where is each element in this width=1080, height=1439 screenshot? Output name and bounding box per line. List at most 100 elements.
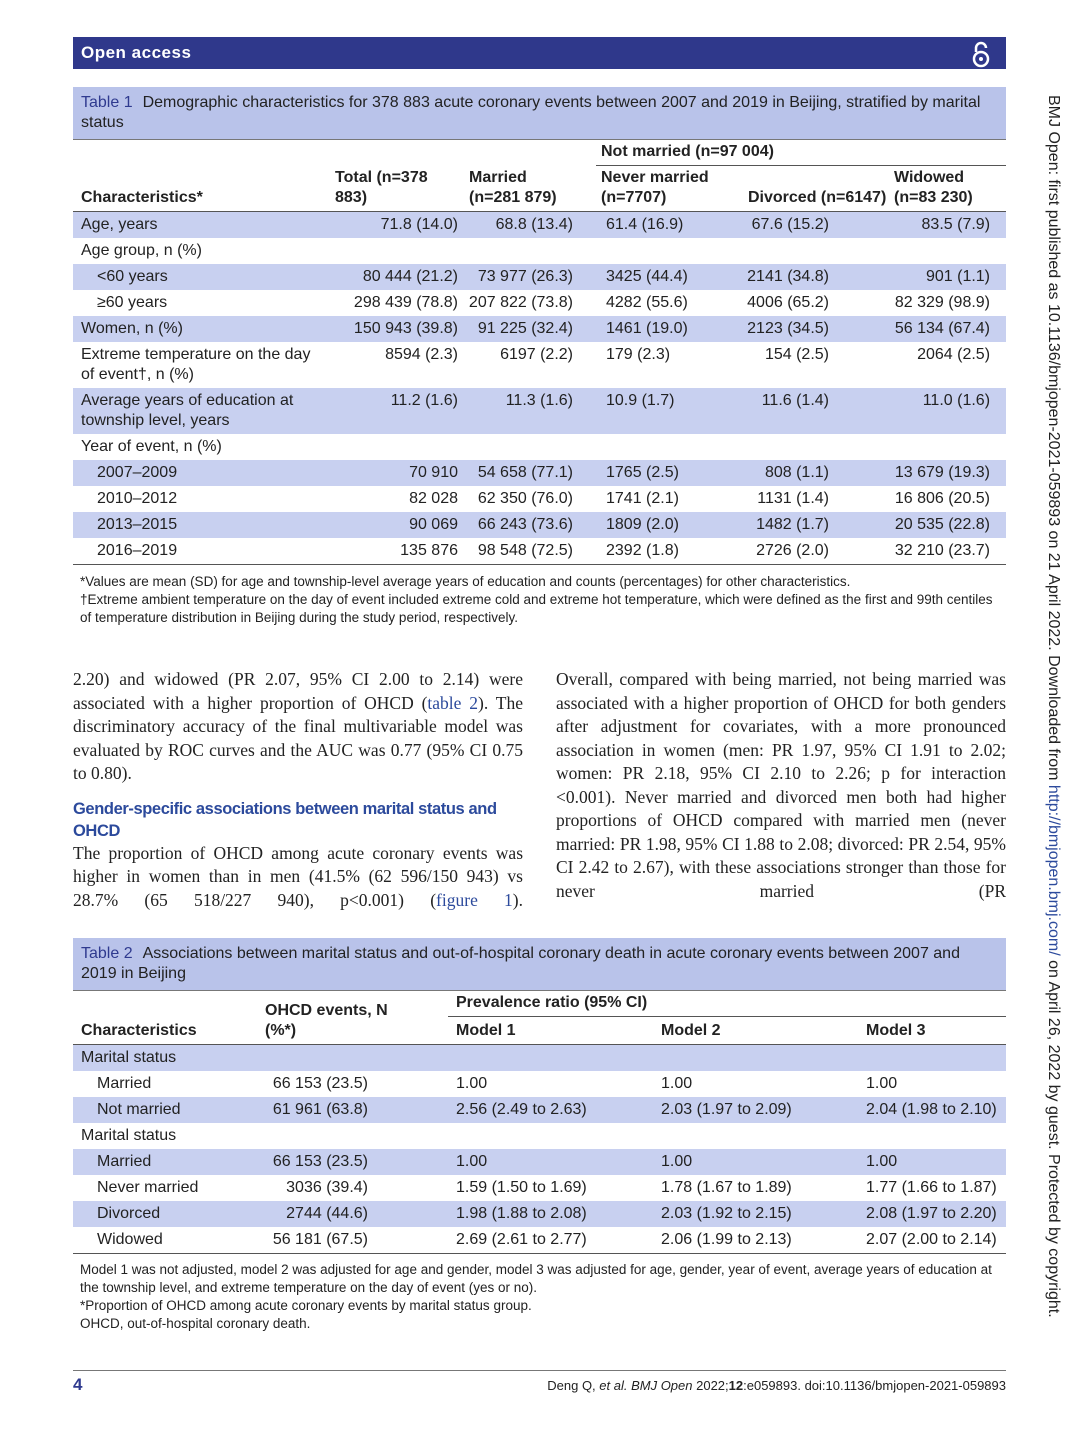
table-cell: 1461 (19.0) bbox=[596, 316, 743, 342]
table-cell: 2.03 (1.97 to 2.09) bbox=[653, 1097, 858, 1123]
table-cell: 298 439 (78.8) bbox=[353, 294, 458, 311]
footnotes: Model 1 was not adjusted, model 2 was ad… bbox=[80, 1261, 1000, 1333]
footnote: *Proportion of OHCD among acute coronary… bbox=[80, 1298, 532, 1313]
column-header: Characteristics* bbox=[73, 165, 328, 212]
table-cell: 2.56 (2.49 to 2.63) bbox=[448, 1097, 653, 1123]
open-access-icon bbox=[972, 41, 990, 68]
table-cell: 1.59 (1.50 to 1.69) bbox=[456, 1179, 587, 1196]
column-header: OHCD events, N (%*) bbox=[265, 990, 448, 1045]
table-row: 2013–2015 90 069 66 243 (73.6) 1809 (2.0) 14… bbox=[73, 512, 1007, 538]
table-cell: 1.00 bbox=[456, 1075, 488, 1092]
text-column: 2.20) and widowed (PR 2.07, 95% CI 2.00 … bbox=[73, 668, 523, 912]
table-cell: 8594 (2.3) bbox=[385, 346, 458, 363]
table-cell: 11.6 (1.4) bbox=[743, 388, 890, 434]
table-cell: 2123 (34.5) bbox=[743, 316, 890, 342]
table-row: Extreme temperature on the day of event†… bbox=[73, 342, 1006, 388]
table-cell: 808 (1.1) bbox=[743, 460, 890, 486]
table-cell bbox=[465, 238, 596, 264]
table-cell: Divorced bbox=[73, 1201, 265, 1227]
table-cell: 207 822 (73.8) bbox=[468, 294, 573, 311]
table-cell bbox=[448, 1123, 653, 1149]
citation-part: Deng Q, bbox=[547, 1378, 600, 1393]
table-cell: Age group, n (%) bbox=[81, 242, 202, 259]
table-label: Table 1 bbox=[81, 94, 133, 111]
table-cell: 11.2 (1.6) bbox=[328, 388, 465, 434]
table-cell: 82 329 (98.9) bbox=[894, 294, 991, 311]
header-row: Characteristics OHCD events, N (%*) Preval… bbox=[73, 990, 1007, 1045]
table-row: Never married 3036 (39.4) 1.59 (1.50 to 1.… bbox=[73, 1175, 1006, 1201]
table-row: Marital status bbox=[73, 1123, 1006, 1149]
table-cell: 61.4 (16.9) bbox=[596, 211, 743, 238]
table-cell: 2010–2012 bbox=[97, 490, 178, 507]
table-cell: 62 350 (76.0) bbox=[477, 490, 573, 507]
header-title: Open access bbox=[81, 43, 192, 62]
table-cell: 2141 (34.8) bbox=[743, 264, 890, 290]
column-header-text: Characteristics* bbox=[81, 189, 203, 206]
table-cell: 54 658 (77.1) bbox=[465, 460, 596, 486]
table-cell bbox=[858, 1123, 1006, 1149]
table-cell: 2064 (2.5) bbox=[917, 346, 991, 363]
table-cell: 1.00 bbox=[448, 1149, 653, 1175]
link[interactable]: table 2 bbox=[427, 692, 479, 713]
column-header: Characteristics bbox=[73, 990, 265, 1045]
table-cell: 16 806 (20.5) bbox=[894, 490, 991, 507]
table-cell: Never married bbox=[97, 1179, 199, 1196]
footnotes: *Values are mean (SD) for age and townsh… bbox=[80, 573, 1000, 627]
table-cell: 91 225 (32.4) bbox=[465, 316, 596, 342]
table-cell: 4282 (55.6) bbox=[606, 294, 688, 311]
table-cell bbox=[596, 238, 743, 264]
table-row: <60 years 80 444 (21.2) 73 977 (26.3) 3425 … bbox=[73, 264, 1007, 290]
table: Characteristics OHCD events, N (%*) Preval… bbox=[73, 990, 1007, 1254]
column-header: Model 3 bbox=[858, 1016, 1007, 1045]
column-header-text: Total (n=378 883) bbox=[335, 169, 428, 206]
table-cell: 2.08 (1.97 to 2.20) bbox=[858, 1201, 1007, 1227]
page-number: 4 bbox=[73, 1375, 83, 1394]
table-cell: 2007–2009 bbox=[73, 460, 328, 486]
text: 2.20) and widowed (PR 2.07, 95% CI 2.00 … bbox=[73, 669, 523, 713]
link[interactable]: figure 1 bbox=[436, 889, 513, 910]
table-cell: 2392 (1.8) bbox=[596, 538, 743, 565]
table-cell: 179 (2.3) bbox=[606, 346, 671, 363]
group-header: Not married (n=97 004) bbox=[596, 139, 1007, 166]
table-cell: Average years of education at township l… bbox=[73, 388, 328, 434]
column-header: Never married (n=7707) bbox=[596, 165, 743, 212]
table-cell bbox=[653, 1044, 858, 1071]
table-cell: <60 years bbox=[73, 264, 328, 290]
table-cell: 154 (2.5) bbox=[764, 346, 829, 363]
table-cell: 2.69 (2.61 to 2.77) bbox=[448, 1227, 653, 1254]
table-cell: 1765 (2.5) bbox=[596, 460, 743, 486]
table-cell: 61 961 (63.8) bbox=[265, 1097, 448, 1123]
table-cell bbox=[653, 1123, 858, 1149]
table-cell bbox=[328, 238, 465, 264]
table-cell: Women, n (%) bbox=[73, 316, 328, 342]
table: Not married (n=97 004) Characteristics* To… bbox=[73, 139, 1007, 565]
table-cell: 2016–2019 bbox=[73, 538, 328, 565]
table-cell: 4006 (65.2) bbox=[747, 294, 829, 311]
table-row: Year of event, n (%) bbox=[73, 434, 1006, 460]
table-cell: 56 134 (67.4) bbox=[890, 316, 1007, 342]
table-row: 2010–2012 82 028 62 350 (76.0) 1741 (2.1) 11… bbox=[73, 486, 1006, 512]
table-cell: 13 679 (19.3) bbox=[890, 460, 1007, 486]
table-row: Married 66 153 (23.5) 1.00 1.00 1.00 bbox=[73, 1149, 1007, 1175]
column-header-text: Married (n=281 879) bbox=[469, 169, 557, 206]
footnote: OHCD, out-of-hospital coronary death. bbox=[80, 1316, 311, 1331]
table-cell: 3036 (39.4) bbox=[286, 1179, 368, 1196]
table-cell bbox=[465, 434, 596, 460]
footnote: *Values are mean (SD) for age and townsh… bbox=[80, 574, 851, 589]
sidebar-text: on April 26, 2022 by guest. Protected by… bbox=[1045, 955, 1062, 1318]
table-cell: Marital status bbox=[81, 1127, 177, 1144]
table-cell: Extreme temperature on the day of event†… bbox=[81, 346, 311, 383]
table-cell: 3425 (44.4) bbox=[596, 264, 743, 290]
table-cell: 66 153 (23.5) bbox=[272, 1075, 368, 1092]
table-cell: 1.78 (1.67 to 1.89) bbox=[661, 1179, 792, 1196]
table-cell: 90 069 bbox=[328, 512, 465, 538]
table-cell: 68.8 (13.4) bbox=[465, 211, 596, 238]
table-cell bbox=[265, 1123, 448, 1149]
table-cell bbox=[743, 434, 890, 460]
sidebar-link[interactable]: http://bmjopen.bmj.com/ bbox=[1045, 784, 1062, 956]
table-row: 2016–2019 135 876 98 548 (72.5) 2392 (1.8) 2… bbox=[73, 538, 1007, 565]
caption-text: Associations between marital status and … bbox=[81, 945, 960, 982]
table-cell: 71.8 (14.0) bbox=[328, 211, 465, 238]
table-cell bbox=[448, 1044, 653, 1071]
table-row: Average years of education at township l… bbox=[73, 388, 1007, 434]
